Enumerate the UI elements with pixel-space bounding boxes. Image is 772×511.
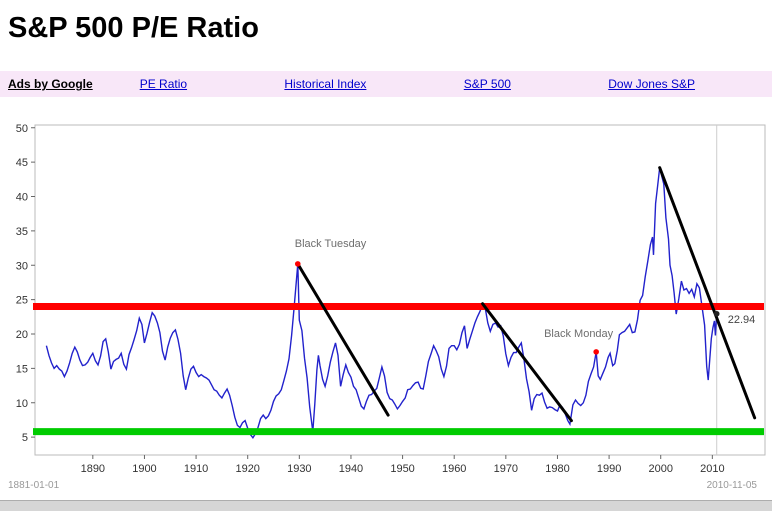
x-axis-tick-label: 1960 bbox=[442, 463, 466, 475]
x-axis-tick-label: 2000 bbox=[648, 463, 672, 475]
y-axis-tick-label: 5 bbox=[22, 432, 28, 444]
current-value-label: 22.94 bbox=[728, 314, 756, 326]
x-axis-tick-label: 1920 bbox=[235, 463, 259, 475]
x-axis-tick-label: 1900 bbox=[132, 463, 156, 475]
y-axis-tick-label: 35 bbox=[16, 226, 28, 238]
x-axis-tick-label: 1980 bbox=[545, 463, 569, 475]
ads-by-google-link[interactable]: Ads by Google bbox=[8, 77, 93, 91]
black-monday-label: Black Monday bbox=[544, 328, 614, 340]
ads-bar: Ads by Google PE Ratio Historical Index … bbox=[0, 71, 772, 97]
y-axis-tick-label: 25 bbox=[16, 295, 28, 307]
x-axis-tick-label: 2010 bbox=[700, 463, 724, 475]
x-axis-tick-label: 1910 bbox=[184, 463, 208, 475]
trend-line-1929-crash bbox=[296, 262, 390, 417]
x-axis-tick-label: 1940 bbox=[339, 463, 363, 475]
x-axis-tick-label: 1990 bbox=[597, 463, 621, 475]
pe-ratio-line bbox=[45, 167, 718, 440]
ads-link-pe-ratio[interactable]: PE Ratio bbox=[139, 77, 188, 91]
page-header: S&P 500 P/E Ratio bbox=[0, 0, 772, 45]
black-tuesday-dot bbox=[294, 261, 301, 267]
horizontal-scrollbar[interactable] bbox=[0, 500, 772, 511]
trend-line-1966-bear bbox=[481, 302, 573, 423]
trend-line-2000-bear bbox=[658, 166, 757, 420]
date-range-start: 1881-01-01 bbox=[8, 480, 60, 491]
y-axis-tick-label: 50 bbox=[16, 123, 28, 135]
date-range-end: 2010-11-05 bbox=[707, 480, 758, 491]
current-value-dot bbox=[713, 310, 720, 317]
black-tuesday-label: Black Tuesday bbox=[295, 238, 367, 250]
black-monday-dot bbox=[593, 349, 599, 355]
y-axis-tick-label: 30 bbox=[16, 260, 28, 272]
y-axis-tick-label: 20 bbox=[16, 329, 28, 341]
x-axis-tick-label: 1950 bbox=[390, 463, 414, 475]
y-axis-tick-label: 45 bbox=[16, 157, 28, 169]
y-axis-tick-label: 15 bbox=[16, 363, 28, 375]
ads-link-sp500[interactable]: S&P 500 bbox=[463, 77, 511, 91]
ads-links: PE Ratio Historical Index S&P 500 Dow Jo… bbox=[93, 77, 772, 91]
chart-area: 5 10 15 20 25 30 35 40 45 50 1890 1900 1910 1920 1930 1… bbox=[0, 118, 772, 499]
x-axis-tick-label: 1930 bbox=[287, 463, 311, 475]
page-title: S&P 500 P/E Ratio bbox=[8, 12, 259, 44]
pe-ratio-chart: 5 10 15 20 25 30 35 40 45 50 1890 1900 1910 1920 1930 1… bbox=[8, 123, 766, 491]
ads-link-dow-jones-sp[interactable]: Dow Jones S&P bbox=[608, 77, 695, 91]
y-axis-tick-label: 10 bbox=[16, 398, 28, 410]
x-axis-tick-label: 1890 bbox=[81, 463, 105, 475]
ads-link-historical-index[interactable]: Historical Index bbox=[284, 77, 367, 91]
y-axis-tick-label: 40 bbox=[16, 192, 28, 204]
x-axis-tick-label: 1970 bbox=[494, 463, 518, 475]
